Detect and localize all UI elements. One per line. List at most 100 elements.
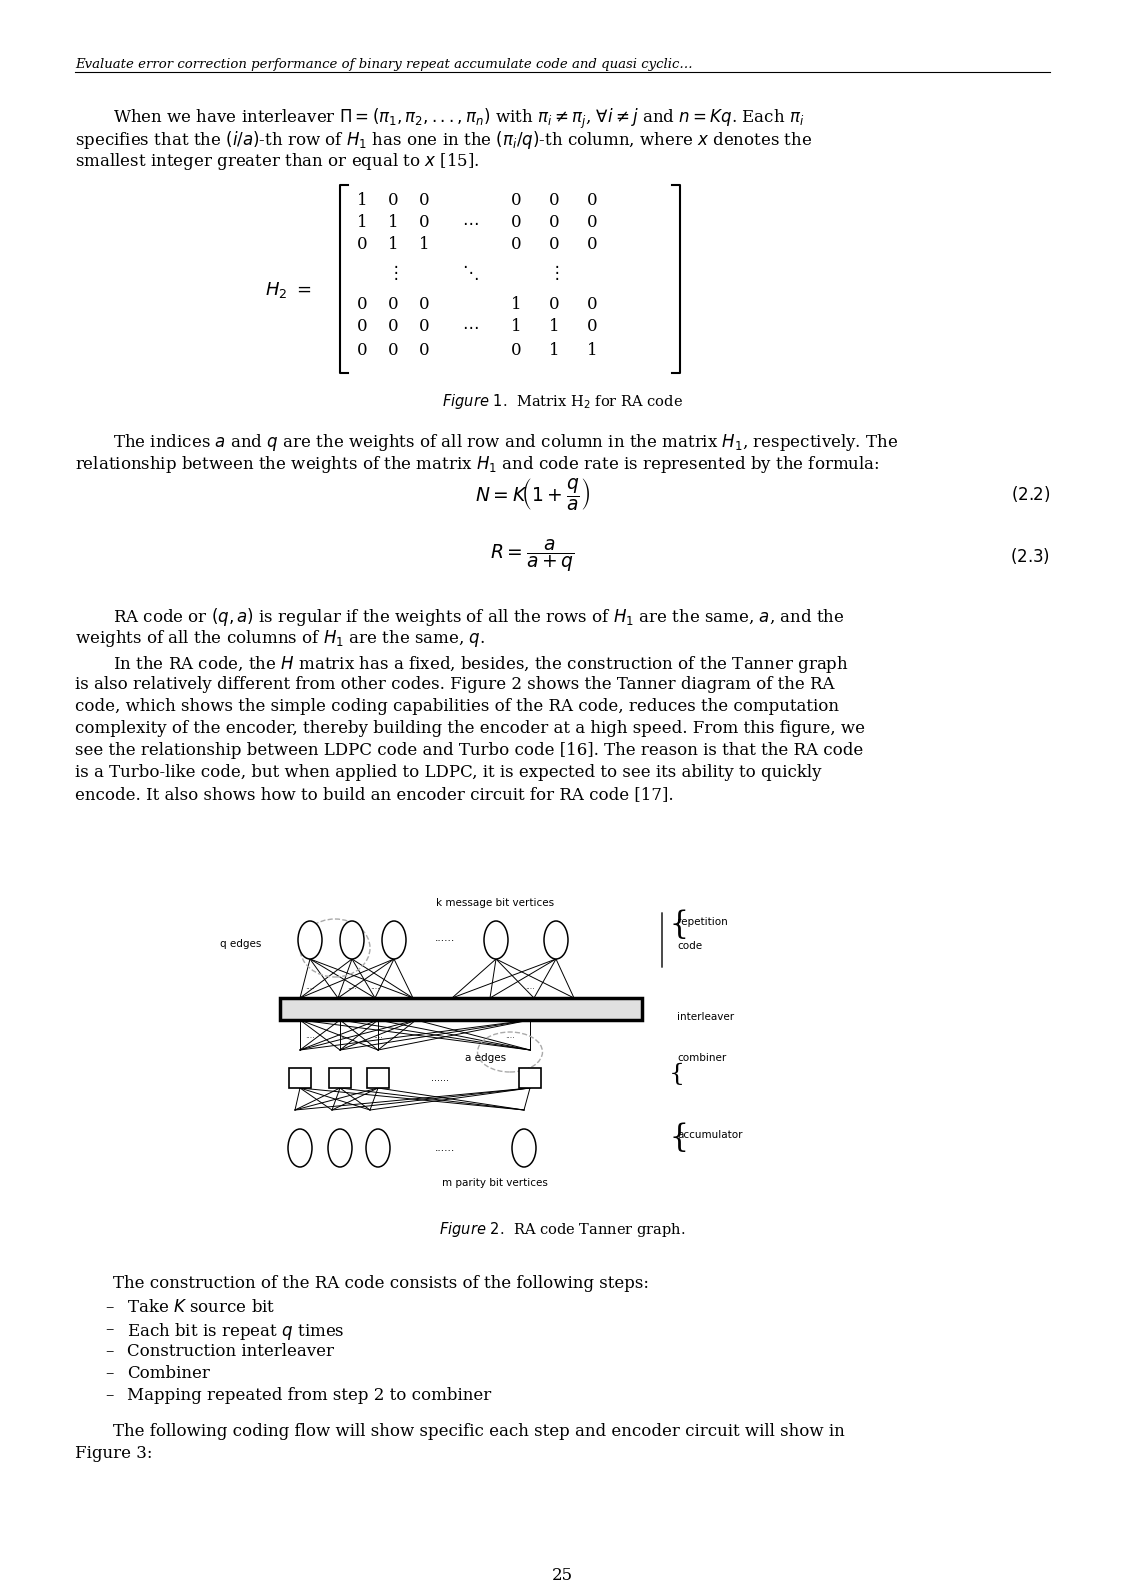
Text: 0: 0 — [419, 341, 430, 359]
Text: Evaluate error correction performance of binary repeat accumulate code and quasi: Evaluate error correction performance of… — [75, 57, 692, 72]
Text: –: – — [105, 1321, 113, 1337]
Text: $R = \dfrac{a}{a+q}$: $R = \dfrac{a}{a+q}$ — [490, 537, 574, 574]
Text: –: – — [105, 1299, 113, 1317]
Text: RA code or $(q, a)$ is regular if the weights of all the rows of $H_1$ are the s: RA code or $(q, a)$ is regular if the we… — [113, 606, 845, 628]
Text: Each bit is repeat $q$ times: Each bit is repeat $q$ times — [127, 1321, 344, 1342]
Text: 0: 0 — [587, 295, 597, 312]
Text: 0: 0 — [511, 341, 522, 359]
Text: $(2.2)$: $(2.2)$ — [1011, 485, 1050, 504]
Text: When we have interleaver $\Pi = (\pi_1, \pi_2, ..., \pi_n)$ with $\pi_i \neq \pi: When we have interleaver $\Pi = (\pi_1, … — [113, 107, 804, 131]
Text: $(2.3)$: $(2.3)$ — [1010, 547, 1050, 566]
Text: $H_2\ =$: $H_2\ =$ — [265, 281, 312, 300]
Ellipse shape — [484, 921, 508, 960]
Text: Construction interleaver: Construction interleaver — [127, 1344, 334, 1360]
Text: 0: 0 — [511, 191, 522, 209]
Ellipse shape — [340, 921, 364, 960]
Ellipse shape — [328, 1129, 352, 1167]
Text: $\ddots$: $\ddots$ — [461, 263, 478, 282]
Text: $\mathit{Figure\ 2}$.  RA code Tanner graph.: $\mathit{Figure\ 2}$. RA code Tanner gra… — [439, 1219, 686, 1239]
Text: interleaver: interleaver — [677, 1012, 734, 1022]
Text: }: } — [663, 1119, 682, 1151]
Bar — [289, 1068, 311, 1089]
Text: $N = K\!\left(1 + \dfrac{q}{a}\right)$: $N = K\!\left(1 + \dfrac{q}{a}\right)$ — [475, 477, 590, 512]
Bar — [280, 998, 642, 1020]
Text: ....: .... — [340, 1031, 350, 1041]
Bar — [519, 1068, 541, 1089]
Text: –: – — [105, 1387, 113, 1404]
Text: 0: 0 — [587, 214, 597, 231]
Text: ....: .... — [305, 982, 315, 990]
Text: 1: 1 — [511, 295, 522, 312]
Text: 25: 25 — [552, 1567, 573, 1584]
Text: ....: .... — [374, 1031, 383, 1041]
Ellipse shape — [366, 1129, 390, 1167]
Text: 0: 0 — [549, 295, 559, 312]
Text: ....: .... — [347, 982, 357, 990]
Text: ....: .... — [370, 982, 379, 990]
Text: 0: 0 — [549, 236, 559, 252]
Ellipse shape — [288, 1129, 312, 1167]
Text: 0: 0 — [419, 214, 430, 231]
Ellipse shape — [512, 1129, 536, 1167]
Text: 1: 1 — [388, 236, 398, 252]
Text: 0: 0 — [388, 295, 398, 312]
Text: 0: 0 — [357, 341, 367, 359]
Text: is also relatively different from other codes. Figure 2 shows the Tanner diagram: is also relatively different from other … — [75, 676, 835, 693]
Text: –: – — [105, 1364, 113, 1382]
Text: a edges: a edges — [465, 1054, 506, 1063]
Text: code: code — [677, 940, 702, 952]
Text: 0: 0 — [587, 317, 597, 335]
Text: 0: 0 — [549, 191, 559, 209]
Text: Combiner: Combiner — [127, 1364, 210, 1382]
Text: specifies that the $(i/a)$-th row of $H_1$ has one in the $(\pi_i/q)$-th column,: specifies that the $(i/a)$-th row of $H_… — [75, 129, 812, 151]
Bar — [329, 1068, 351, 1089]
Text: see the relationship between LDPC code and Turbo code [16]. The reason is that t: see the relationship between LDPC code a… — [75, 741, 863, 759]
Text: q edges: q edges — [220, 939, 261, 948]
Text: 0: 0 — [549, 214, 559, 231]
Text: 1: 1 — [388, 214, 398, 231]
Text: $\mathit{Figure\ 1}$.  Matrix H$_2$ for RA code: $\mathit{Figure\ 1}$. Matrix H$_2$ for R… — [442, 392, 683, 411]
Text: 0: 0 — [388, 317, 398, 335]
Text: Figure 3:: Figure 3: — [75, 1446, 153, 1462]
Text: k message bit vertices: k message bit vertices — [436, 897, 554, 909]
Ellipse shape — [381, 921, 406, 960]
Text: $\vdots$: $\vdots$ — [387, 263, 398, 282]
Text: 0: 0 — [357, 295, 367, 312]
Text: 1: 1 — [357, 214, 367, 231]
Text: ....: .... — [525, 982, 535, 990]
Text: 0: 0 — [388, 191, 398, 209]
Text: 1: 1 — [419, 236, 430, 252]
Text: 0: 0 — [357, 317, 367, 335]
Text: 0: 0 — [388, 341, 398, 359]
Ellipse shape — [298, 921, 322, 960]
Text: }: } — [663, 1060, 679, 1084]
Text: The indices $a$ and $q$ are the weights of all row and column in the matrix $H_1: The indices $a$ and $q$ are the weights … — [113, 432, 899, 453]
Text: $\cdots$: $\cdots$ — [461, 317, 478, 335]
Text: $\vdots$: $\vdots$ — [549, 263, 560, 282]
Bar — [367, 1068, 389, 1089]
Text: ......: ...... — [431, 1073, 449, 1082]
Text: repetition: repetition — [677, 917, 728, 928]
Text: 1: 1 — [587, 341, 597, 359]
Text: 1: 1 — [549, 341, 559, 359]
Text: 0: 0 — [511, 214, 522, 231]
Text: code, which shows the simple coding capabilities of the RA code, reduces the com: code, which shows the simple coding capa… — [75, 698, 839, 716]
Text: Mapping repeated from step 2 to combiner: Mapping repeated from step 2 to combiner — [127, 1387, 491, 1404]
Text: 1: 1 — [549, 317, 559, 335]
Text: 1: 1 — [511, 317, 522, 335]
Ellipse shape — [544, 921, 568, 960]
Text: The following coding flow will show specific each step and encoder circuit will : The following coding flow will show spec… — [113, 1423, 845, 1439]
Text: ......: ...... — [435, 932, 456, 944]
Text: 0: 0 — [587, 236, 597, 252]
Text: smallest integer greater than or equal to $x$ [15].: smallest integer greater than or equal t… — [75, 151, 480, 172]
Text: 0: 0 — [587, 191, 597, 209]
Text: accumulator: accumulator — [677, 1130, 743, 1140]
Text: weights of all the columns of $H_1$ are the same, $q$.: weights of all the columns of $H_1$ are … — [75, 628, 485, 649]
Text: 0: 0 — [419, 317, 430, 335]
Text: Take $K$ source bit: Take $K$ source bit — [127, 1299, 276, 1317]
Text: The construction of the RA code consists of the following steps:: The construction of the RA code consists… — [113, 1275, 649, 1293]
Text: In the RA code, the $H$ matrix has a fixed, besides, the construction of the Tan: In the RA code, the $H$ matrix has a fix… — [113, 654, 848, 674]
Text: 0: 0 — [419, 191, 430, 209]
Text: $\cdots$: $\cdots$ — [461, 214, 478, 231]
Text: m parity bit vertices: m parity bit vertices — [442, 1178, 548, 1188]
